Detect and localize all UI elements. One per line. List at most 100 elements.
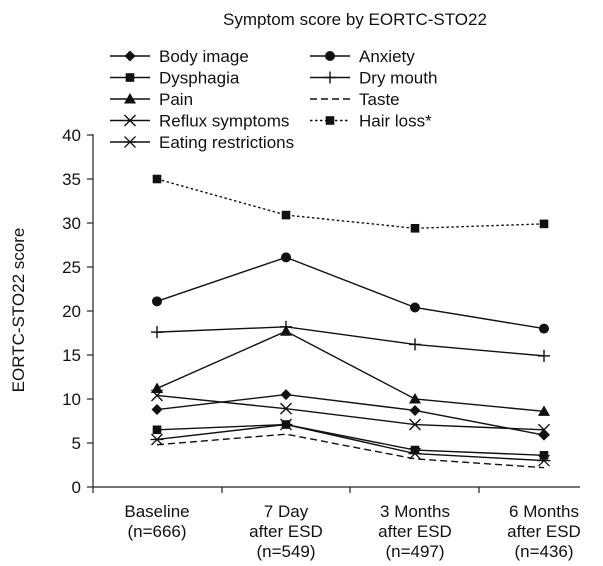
legend-marker-hair-loss: [325, 116, 335, 125]
point-reflux-symptoms-0: [151, 389, 163, 402]
x-tick-label-line: (n=497): [385, 542, 444, 561]
x-tick-label-1: 7 Day after ESD (n=549): [249, 502, 323, 561]
legend-marker-reflux-symptoms-stroke-b: [124, 114, 136, 127]
legend-marker-dysphagia-shape: [125, 73, 135, 82]
legend-label-dysphagia: Dysphagia: [159, 69, 240, 88]
series-taste: [156, 433, 545, 469]
series-line-dry-mouth: [156, 326, 545, 357]
legend-label-reflux-symptoms: Reflux symptoms: [159, 112, 289, 131]
legend-label-pain: Pain: [159, 90, 193, 109]
x-tick-label-line: (n=666): [127, 522, 186, 541]
legend-item-hair-loss: Hair loss*: [310, 112, 432, 131]
series-line-pain: [156, 330, 545, 413]
legend-item-taste: Taste: [310, 90, 400, 109]
point-hair-loss-1: [281, 210, 291, 220]
legend: Body image Dysphagia Pain Reflux symptoms Ea…: [110, 47, 437, 152]
point-body-image-1-shape: [280, 389, 292, 401]
point-dysphagia-0-shape: [152, 425, 162, 435]
point-reflux-symptoms-0-stroke-b: [151, 389, 163, 402]
x-tick-label-line: Baseline: [124, 502, 189, 521]
point-dysphagia-0: [152, 425, 162, 435]
series-line-taste: [156, 433, 545, 469]
point-hair-loss-0-shape: [152, 174, 162, 184]
point-anxiety-1-shape: [281, 252, 291, 263]
point-body-image-0: [151, 404, 163, 416]
legend-item-reflux-symptoms: Reflux symptoms: [110, 112, 289, 131]
point-reflux-symptoms-3-stroke-b: [538, 423, 550, 436]
point-body-image-2: [409, 404, 421, 416]
point-hair-loss-3-shape: [539, 219, 549, 229]
legend-marker-hair-loss-shape: [325, 116, 335, 125]
x-tick-label-0: Baseline (n=666): [124, 502, 189, 541]
point-pain-0-shape: [151, 382, 163, 393]
point-pain-0: [151, 382, 163, 393]
point-dry-mouth-0: [151, 326, 163, 339]
legend-item-pain: Pain: [110, 90, 193, 109]
point-anxiety-0-shape: [152, 296, 162, 307]
point-dry-mouth-2: [409, 338, 421, 351]
point-hair-loss-1-shape: [281, 210, 291, 220]
point-anxiety-3: [539, 323, 549, 334]
point-hair-loss-2-shape: [410, 223, 420, 233]
x-tick-label-3: 6 Months after ESD (n=436): [507, 502, 581, 561]
point-reflux-symptoms-1: [280, 402, 292, 415]
point-body-image-3-shape: [538, 429, 550, 441]
y-axis-label: EORTC-STO22 score: [9, 228, 28, 393]
point-anxiety-1: [281, 252, 291, 263]
legend-label-dry-mouth: Dry mouth: [359, 69, 437, 88]
legend-item-dysphagia: Dysphagia: [110, 69, 240, 88]
x-tick-label-line: 3 Months: [380, 502, 450, 521]
series-line-eating-restrictions: [156, 423, 545, 462]
series-line-reflux-symptoms: [156, 394, 545, 431]
x-tick-label-line: after ESD: [507, 522, 581, 541]
point-pain-2: [409, 393, 421, 404]
legend-marker-body-image: [124, 50, 136, 62]
y-tick-label-5: 5: [72, 434, 81, 453]
series-layer: [150, 174, 551, 469]
point-anxiety-2-shape: [410, 302, 420, 313]
x-tick-label-line: (n=549): [256, 542, 315, 561]
y-tick-label-0: 0: [72, 478, 81, 497]
series-reflux-symptoms: [151, 389, 550, 436]
point-eating-restrictions-2: [408, 447, 422, 460]
x-tick-label-2: 3 Months after ESD (n=497): [378, 502, 452, 561]
x-tick-label-line: after ESD: [249, 522, 323, 541]
series-line-anxiety: [156, 256, 545, 330]
x-tick-label-line: after ESD: [378, 522, 452, 541]
point-anxiety-3-shape: [539, 323, 549, 334]
y-tick-label-40: 40: [62, 126, 81, 145]
chart-title: Symptom score by EORTC-STO22: [223, 10, 487, 29]
point-anxiety-0: [152, 296, 162, 307]
point-dry-mouth-3: [538, 349, 550, 362]
point-eating-restrictions-1: [279, 418, 293, 431]
point-pain-2-shape: [409, 393, 421, 404]
series-anxiety: [152, 252, 549, 334]
y-tick-label-10: 10: [62, 390, 81, 409]
x-tick-label-line: (n=436): [514, 542, 573, 561]
legend-marker-dysphagia: [125, 73, 135, 82]
point-reflux-symptoms-1-stroke-b: [280, 402, 292, 415]
point-hair-loss-0: [152, 174, 162, 184]
point-dysphagia-2-shape: [410, 445, 420, 455]
legend-item-dry-mouth: Dry mouth: [310, 69, 437, 88]
point-dysphagia-3-shape: [539, 451, 549, 460]
point-dry-mouth-1: [280, 320, 292, 333]
legend-marker-reflux-symptoms: [124, 114, 136, 127]
point-body-image-2-shape: [409, 404, 421, 416]
series-eating-restrictions: [150, 418, 551, 467]
legend-marker-anxiety: [325, 51, 335, 61]
point-hair-loss-2: [410, 223, 420, 233]
point-dysphagia-3: [539, 451, 549, 460]
point-eating-restrictions-3: [537, 454, 551, 467]
legend-label-body-image: Body image: [159, 47, 249, 66]
series-hair-loss: [152, 174, 549, 233]
legend-marker-pain-shape: [124, 93, 136, 104]
point-reflux-symptoms-2-stroke-b: [409, 418, 421, 431]
point-reflux-symptoms-2: [409, 418, 421, 431]
legend-marker-anxiety-shape: [325, 51, 335, 61]
point-pain-3: [538, 405, 550, 416]
y-tick-label-15: 15: [62, 346, 81, 365]
point-hair-loss-3: [539, 219, 549, 229]
